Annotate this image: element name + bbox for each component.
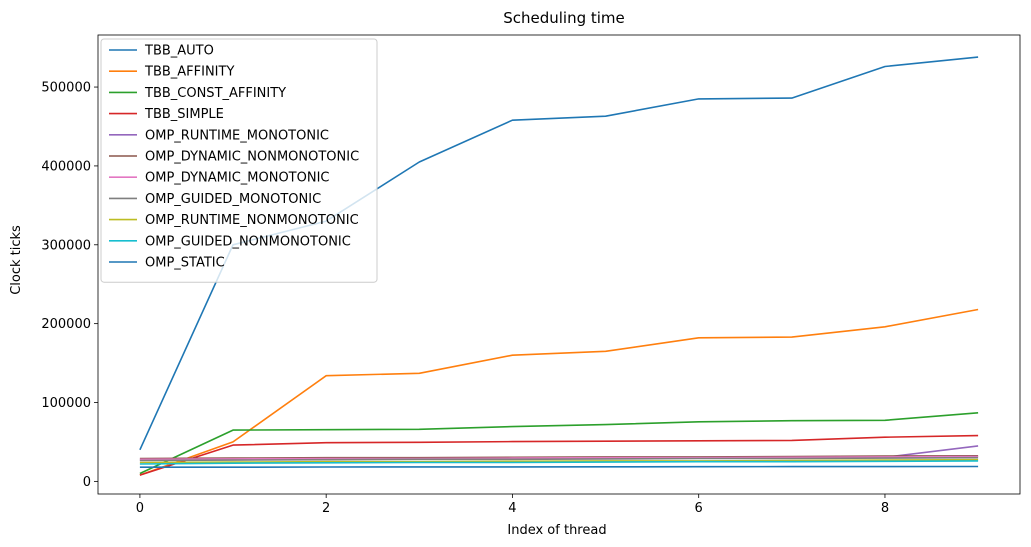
series-line-omp-dynamic-monotonic — [139, 455, 979, 461]
y-tick-label: 200000 — [41, 317, 91, 332]
chart-title: Scheduling time — [503, 9, 625, 27]
y-tick-label: 500000 — [41, 81, 91, 96]
y-tick-label: 0 — [83, 475, 91, 490]
series-line-omp-runtime-nonmonotonic — [139, 458, 979, 464]
y-tick-label: 100000 — [41, 396, 91, 411]
y-axis: 0 100000 200000 300000 400000 500000 — [41, 81, 98, 490]
y-tick-label: 300000 — [41, 238, 91, 253]
legend-entry: OMP_RUNTIME_NONMONOTONIC — [145, 213, 359, 228]
legend-entry: TBB_SIMPLE — [144, 107, 224, 122]
series-line-tbb-simple — [139, 434, 979, 476]
legend-entry: OMP_RUNTIME_MONOTONIC — [145, 128, 329, 143]
x-tick-label: 8 — [881, 501, 889, 516]
x-tick-label: 4 — [508, 501, 516, 516]
legend-box — [100, 38, 378, 283]
legend-entry: TBB_AFFINITY — [144, 65, 234, 80]
legend-entry: OMP_STATIC — [145, 256, 225, 271]
x-axis-label: Index of thread — [507, 523, 606, 538]
series-line-omp-guided-monotonic — [139, 456, 979, 462]
legend: TBB_AUTO TBB_AFFINITY TBB_CONST_AFFINITY TB… — [100, 38, 378, 283]
plot-frame — [97, 34, 1021, 495]
y-axis-label: Clock ticks — [9, 225, 24, 295]
series-line-omp-guided-nonmonotonic — [139, 460, 979, 465]
legend-entry: OMP_GUIDED_MONOTONIC — [145, 192, 321, 207]
legend-entry: TBB_AUTO — [144, 44, 214, 59]
legend-entry: OMP_GUIDED_NONMONOTONIC — [145, 234, 351, 249]
series-line-tbb-const-affinity — [139, 412, 979, 475]
legend-entry: TBB_CONST_AFFINITY — [144, 86, 286, 101]
series-line-omp-static — [139, 465, 979, 469]
x-tick-label: 2 — [322, 501, 330, 516]
legend-entry: OMP_DYNAMIC_MONOTONIC — [145, 171, 330, 186]
x-axis: 0 2 4 6 8 — [136, 494, 889, 516]
legend-entry: OMP_DYNAMIC_NONMONOTONIC — [145, 150, 359, 165]
x-tick-label: 0 — [136, 501, 144, 516]
y-tick-label: 400000 — [41, 159, 91, 174]
x-tick-label: 6 — [695, 501, 703, 516]
series-line-tbb-affinity — [139, 308, 979, 476]
